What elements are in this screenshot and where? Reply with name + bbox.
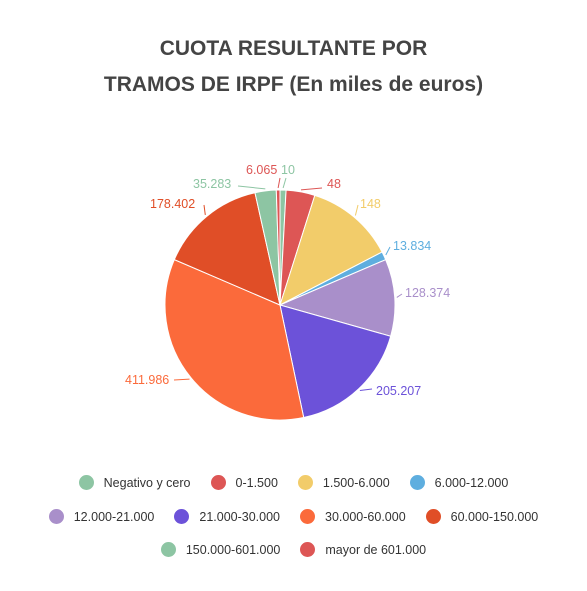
legend-label: 0-1.500 [235, 475, 278, 490]
legend-label: mayor de 601.000 [325, 542, 427, 557]
legend-swatch [210, 475, 226, 490]
chart-title-line-2: TRAMOS DE IRPF (En miles de euros) [103, 73, 484, 96]
legend-label: 12.000-21.000 [73, 509, 155, 524]
legend-item[interactable]: 0-1.500 [210, 475, 278, 490]
legend-item[interactable]: 12.000-21.000 [48, 509, 155, 524]
legend-label: 6.000-12.000 [434, 475, 509, 490]
legend-label: 60.000-150.000 [450, 509, 539, 524]
legend-label: 21.000-30.000 [199, 509, 281, 524]
data-label: 10 [281, 163, 295, 177]
legend-item[interactable]: 30.000-60.000 [300, 509, 406, 524]
legend-swatch [409, 475, 425, 490]
legend-item[interactable]: 21.000-30.000 [174, 509, 280, 524]
legend-item[interactable]: 1.500-6.000 [297, 475, 390, 490]
legend-swatch [297, 475, 313, 490]
legend-swatch [300, 542, 316, 557]
data-label: 35.283 [193, 177, 231, 191]
data-label: 411.986 [125, 373, 169, 387]
pie-slice[interactable] [275, 189, 281, 306]
legend-label: 30.000-60.000 [325, 509, 406, 524]
pie-slice[interactable] [279, 304, 392, 419]
data-label: 178.402 [150, 197, 195, 211]
pie-slice[interactable] [279, 194, 383, 307]
leader-line [237, 185, 266, 190]
legend-swatch [78, 475, 94, 490]
legend-row: 12.000-21.000 21.000-30.000 30.000-60.000 6… [0, 509, 587, 524]
pie-slice[interactable] [278, 258, 396, 337]
data-label: 148 [360, 197, 381, 211]
legend-row: 150.000-601.000 mayor de 601.000 [0, 542, 587, 557]
leader-line [354, 204, 359, 216]
legend-swatch [174, 509, 190, 524]
chart-title-line-1: CUOTA RESULTANTE POR [159, 37, 428, 60]
pie-slice[interactable] [164, 258, 305, 421]
legend-item[interactable]: mayor de 601.000 [300, 542, 426, 557]
legend-swatch [300, 509, 316, 524]
leader-line [300, 187, 323, 191]
leader-line [173, 378, 190, 381]
data-label: 205.207 [376, 384, 421, 398]
legend-item[interactable]: Negativo y cero [78, 475, 191, 490]
data-label: 6.065 [246, 163, 277, 177]
pie-slice[interactable] [173, 192, 281, 306]
leader-line [277, 177, 281, 189]
leader-line [385, 246, 391, 256]
data-label: 128.374 [405, 286, 450, 300]
legend-item[interactable]: 150.000-601.000 [160, 542, 281, 557]
legend-label: Negativo y cero [103, 475, 191, 490]
legend-row: Negativo y cero 0-1.500 1.500-6.000 6.000-1… [0, 475, 587, 490]
legend-swatch [48, 509, 64, 524]
leader-line [359, 388, 373, 391]
legend-item[interactable]: 6.000-12.000 [409, 475, 509, 490]
legend-swatch [160, 542, 176, 557]
legend-label: 1.500-6.000 [322, 475, 390, 490]
legend-swatch [425, 509, 441, 524]
leader-line [282, 177, 287, 189]
data-label: 13.834 [393, 239, 431, 253]
legend-label: 150.000-601.000 [185, 542, 281, 557]
legend-item[interactable]: 60.000-150.000 [425, 509, 539, 524]
leader-line [203, 204, 206, 215]
data-label: 48 [327, 177, 341, 191]
leader-line [396, 293, 403, 298]
